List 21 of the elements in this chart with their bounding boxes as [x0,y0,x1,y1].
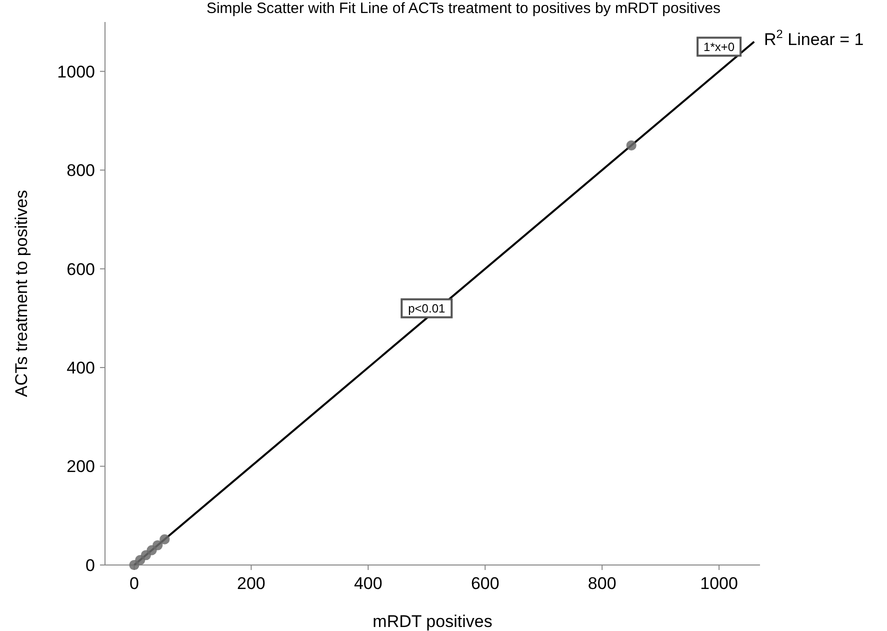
x-tick-label: 600 [470,574,500,593]
point [160,534,170,544]
y-tick-label: 200 [66,457,95,476]
x-tick-label: 200 [237,574,266,593]
x-tick-label: 400 [354,574,382,593]
x-axis-title: mRDT positives [372,612,492,631]
annotation: p<0.01 [408,302,446,316]
y-axis-title: ACTs treatment to positives [12,190,31,397]
y-tick-label: 600 [66,260,95,279]
y-tick-label: 1000 [57,62,95,82]
y-tick-label: 800 [66,161,95,180]
annotation: 1*x+0 [704,40,735,54]
x-tick-label: 0 [130,574,139,593]
chart-title: Simple Scatter with Fit Line of ACTs treatment to positives by mRDT positives [206,0,721,17]
point [626,140,636,150]
y-tick-label: 400 [66,358,95,378]
y-tick-label: 0 [86,556,95,575]
point [152,540,163,550]
x-tick-label: 1000 [700,574,738,593]
text: R$^{2}$ Linear = 1 [764,27,864,49]
x-tick-label: 800 [588,574,616,593]
